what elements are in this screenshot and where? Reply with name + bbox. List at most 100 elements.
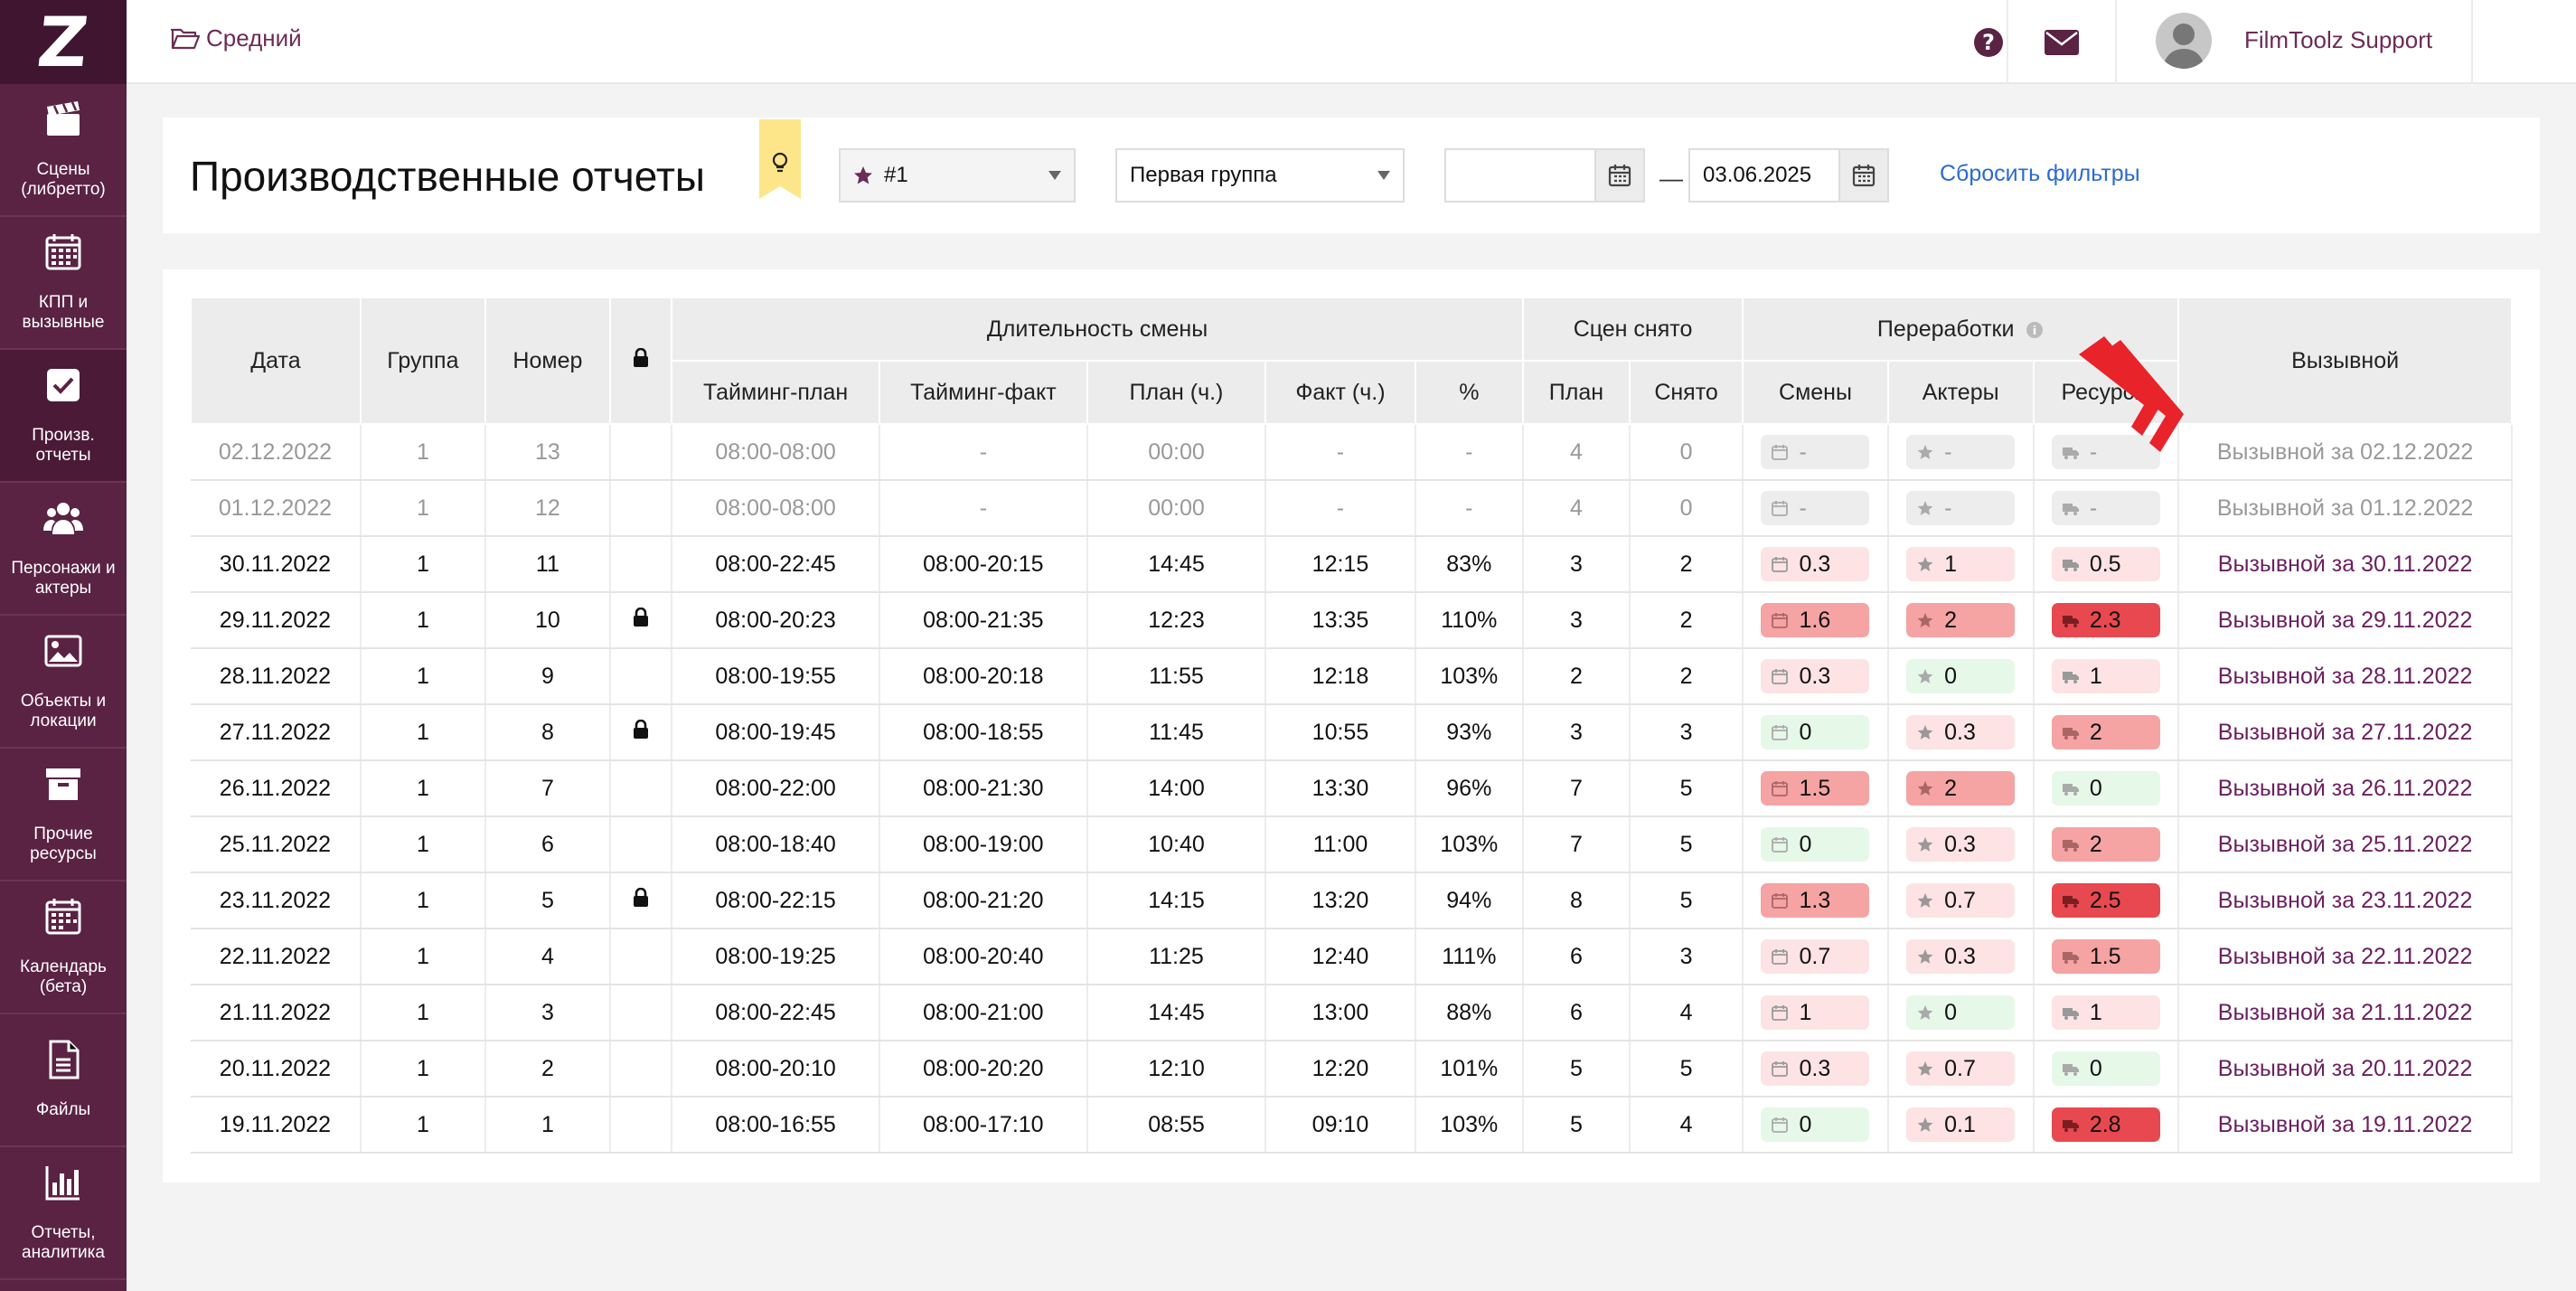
overtime-badge[interactable]: 2.8 [2051,1107,2160,1142]
call-sheet-link[interactable]: Вызывной за 27.11.2022 [2178,704,2513,761]
table-row[interactable]: 19.11.2022 1 1 08:00-16:55 08:00-17:10 08:55 0… [191,1097,2513,1154]
call-sheet-link[interactable]: Вызывной за 19.11.2022 [2178,1097,2513,1154]
call-sheet-link[interactable]: Вызывной за 29.11.2022 [2178,592,2513,649]
date-to-input[interactable]: 03.06.2025 [1688,148,1889,203]
overtime-badge[interactable]: 1 [2051,659,2160,693]
header-timing-fact[interactable]: Тайминг-факт [878,360,1088,425]
overtime-badge[interactable]: 0 [2051,1051,2160,1086]
overtime-badge[interactable]: 0 [2051,771,2160,806]
group-select[interactable]: Первая группа [1115,148,1405,203]
call-sheet-link[interactable]: Вызывной за 26.11.2022 [2178,760,2513,817]
table-row[interactable]: 27.11.2022 1 8 08:00-19:45 08:00-18:55 11:45 1… [191,704,2513,761]
header-plan-hours[interactable]: План (ч.) [1086,360,1267,425]
overtime-badge[interactable]: 0 [1906,659,2016,693]
overtime-badge[interactable]: 1 [1906,547,2016,581]
header-fact-hours[interactable]: Факт (ч.) [1264,360,1416,425]
overtime-badge[interactable]: 2.5 [2051,883,2160,918]
user-name[interactable]: FilmToolz Support [2244,26,2433,53]
sidebar-item-9[interactable]: Отчеты, аналитика [0,1147,127,1280]
table-row[interactable]: 20.11.2022 1 2 08:00-20:10 08:00-20:20 12:10 1… [191,1041,2513,1098]
table-row[interactable]: 29.11.2022 1 10 08:00-20:23 08:00-21:35 12:23… [191,592,2513,649]
header-timing-plan[interactable]: Тайминг-план [671,360,880,425]
overtime-badge[interactable]: 0 [1761,715,1870,749]
overtime-badge[interactable]: 2 [1906,771,2016,806]
call-sheet-link[interactable]: Вызывной за 02.12.2022 [2178,424,2513,481]
overtime-badge[interactable]: 1.5 [1761,771,1870,806]
sidebar-item-2[interactable]: КПП и вызывные [0,217,127,350]
reset-filters-link[interactable]: Сбросить фильтры [1940,161,2140,186]
overtime-badge[interactable]: 1 [2051,995,2160,1030]
overtime-badge[interactable]: 0.1 [1906,1107,2016,1142]
user-avatar[interactable] [2156,13,2212,69]
call-sheet-link[interactable]: Вызывной за 30.11.2022 [2178,536,2513,593]
table-row[interactable]: 25.11.2022 1 6 08:00-18:40 08:00-19:00 10:40 1… [191,816,2513,873]
table-row[interactable]: 01.12.2022 1 12 08:00-08:00-00:00- -4 0- - - Выз… [191,480,2513,537]
sidebar-item-5[interactable]: Объекты и локации [0,616,127,749]
overtime-badge[interactable]: 0.5 [2051,547,2160,581]
info-icon[interactable] [2026,321,2044,339]
sidebar-item-3[interactable]: Произв. отчеты [0,350,127,483]
overtime-badge[interactable]: - [1761,491,1870,525]
table-row[interactable]: 30.11.2022 1 11 08:00-22:45 08:00-20:15 14:45… [191,536,2513,593]
call-sheet-link[interactable]: Вызывной за 20.11.2022 [2178,1041,2513,1098]
header-scenes-plan[interactable]: План [1521,360,1631,425]
overtime-badge[interactable]: - [1761,435,1870,469]
overtime-badge[interactable]: 0.3 [1761,547,1870,581]
overtime-badge[interactable]: 2 [2051,715,2160,749]
overtime-badge[interactable]: 0.7 [1906,1051,2016,1086]
calendar-icon[interactable] [1838,150,1887,201]
call-sheet-link[interactable]: Вызывной за 22.11.2022 [2178,928,2513,985]
header-scenes-done[interactable]: Снято [1628,360,1744,425]
calendar-icon[interactable] [1594,150,1643,201]
date-from-input[interactable] [1444,148,1645,203]
overtime-badge[interactable]: 0.3 [1906,939,2016,974]
sidebar-item-8[interactable]: Файлы [0,1014,127,1147]
header-actors[interactable]: Актеры [1886,360,2035,425]
overtime-badge[interactable]: 2 [1906,603,2016,637]
header-number[interactable]: Номер [484,297,611,425]
table-row[interactable]: 23.11.2022 1 5 08:00-22:15 08:00-21:20 14:15 1… [191,872,2513,929]
table-row[interactable]: 21.11.2022 1 3 08:00-22:45 08:00-21:00 14:45 1… [191,985,2513,1041]
table-row[interactable]: 22.11.2022 1 4 08:00-19:25 08:00-20:40 11:25 1… [191,928,2513,985]
call-sheet-link[interactable]: Вызывной за 28.11.2022 [2178,648,2513,705]
overtime-badge[interactable]: 0.3 [1906,715,2016,749]
overtime-badge[interactable]: 1.6 [1761,603,1870,637]
overtime-badge[interactable]: 1 [1761,995,1870,1030]
call-sheet-link[interactable]: Вызывной за 21.11.2022 [2178,985,2513,1041]
header-percent[interactable]: % [1414,360,1524,425]
table-row[interactable]: 28.11.2022 1 9 08:00-19:55 08:00-20:18 11:55 1… [191,648,2513,705]
header-group[interactable]: Группа [359,297,486,425]
overtime-badge[interactable]: - [2051,435,2160,469]
call-sheet-link[interactable]: Вызывной за 25.11.2022 [2178,816,2513,873]
breadcrumb[interactable]: Средний [170,24,302,52]
table-row[interactable]: 26.11.2022 1 7 08:00-22:00 08:00-21:30 14:00 1… [191,760,2513,817]
overtime-badge[interactable]: 0 [1761,827,1870,862]
sidebar-item-7[interactable]: Календарь (бета) [0,881,127,1014]
overtime-badge[interactable]: 0.3 [1906,827,2016,862]
overtime-badge[interactable]: 0 [1761,1107,1870,1142]
header-shifts[interactable]: Смены [1742,360,1889,425]
overtime-badge[interactable]: 0.7 [1761,939,1870,974]
overtime-badge[interactable]: 0.3 [1761,1051,1870,1086]
overtime-badge[interactable]: - [2051,491,2160,525]
sidebar-item-4[interactable]: Персонажи и актеры [0,483,127,616]
messages-button[interactable] [2008,0,2115,84]
overtime-badge[interactable]: 1.3 [1761,883,1870,918]
overtime-badge[interactable]: 2 [2051,827,2160,862]
call-sheet-link[interactable]: Вызывной за 23.11.2022 [2178,872,2513,929]
sidebar-item-6[interactable]: Прочие ресурсы [0,749,127,881]
overtime-badge[interactable]: - [1906,435,2016,469]
call-sheet-link[interactable]: Вызывной за 01.12.2022 [2178,480,2513,537]
star-select[interactable]: #1 [839,148,1076,203]
header-date[interactable]: Дата [190,297,362,425]
overtime-badge[interactable]: 2.3 [2051,603,2160,637]
help-button[interactable]: ? [1930,0,2047,84]
table-row[interactable]: 02.12.2022 1 13 08:00-08:00-00:00- -4 0- - - Выз… [191,424,2513,481]
overtime-badge[interactable]: 0 [1906,995,2016,1030]
lightbulb-bookmark-icon[interactable] [757,118,803,201]
overtime-badge[interactable]: 0.7 [1906,883,2016,918]
overtime-badge[interactable]: - [1906,491,2016,525]
overtime-badge[interactable]: 1.5 [2051,939,2160,974]
sidebar-item-1[interactable]: Сцены (либретто) [0,84,127,217]
app-logo[interactable]: Z [0,0,127,84]
